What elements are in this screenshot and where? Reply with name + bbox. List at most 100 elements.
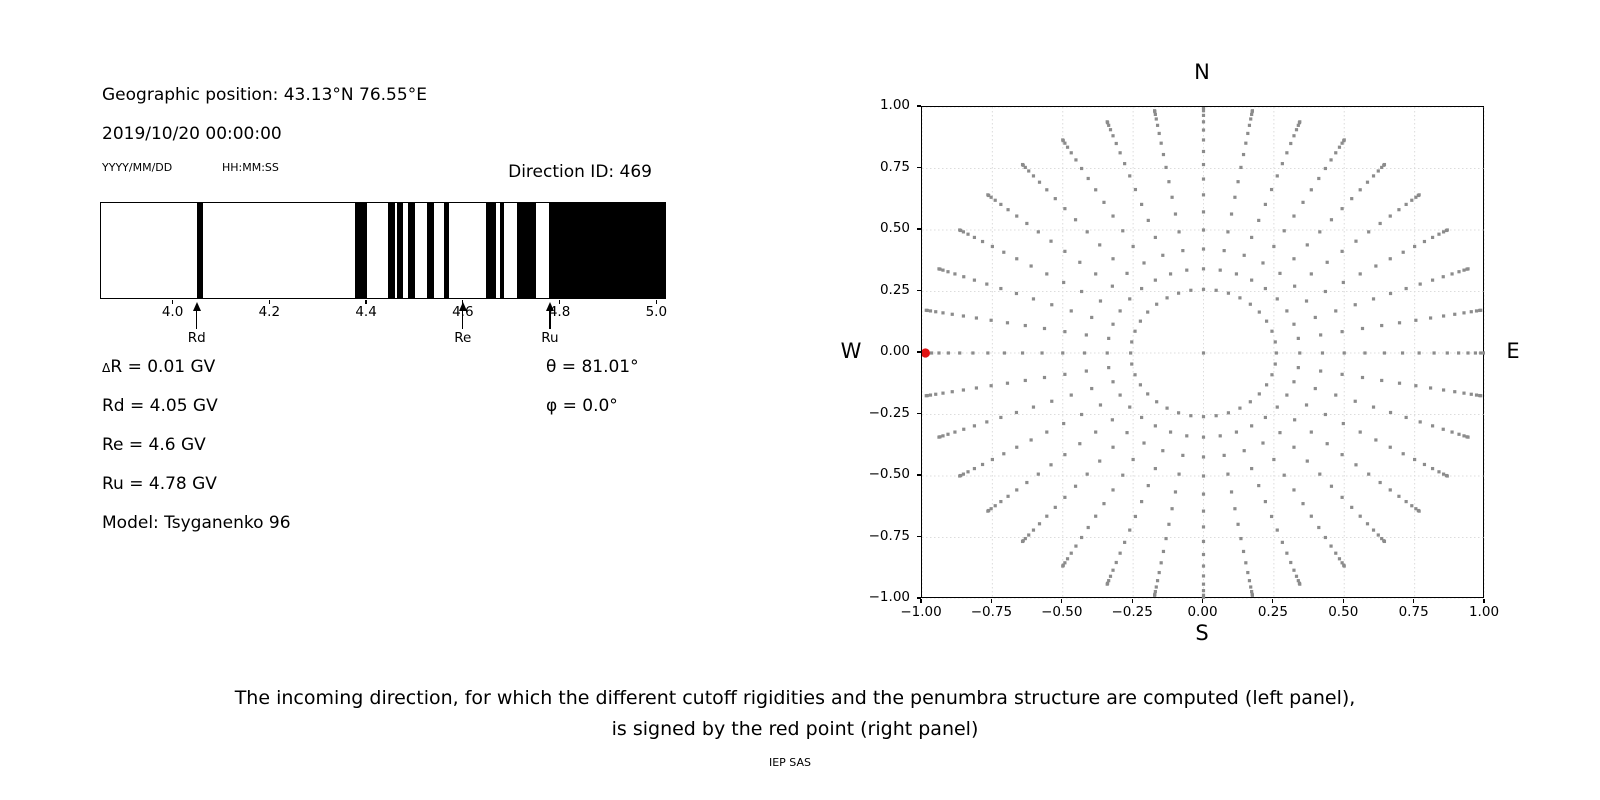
direction-point (1246, 131, 1250, 136)
direction-point (1176, 291, 1181, 295)
direction-point (1074, 544, 1078, 548)
direction-point (1319, 369, 1323, 373)
direction-point (1140, 286, 1144, 291)
direction-point (1250, 278, 1254, 282)
direction-point (1063, 495, 1067, 499)
direction-point (972, 235, 977, 240)
direction-point (1185, 268, 1189, 272)
direction-point (961, 472, 966, 476)
direction-point (1437, 470, 1441, 474)
direction-point (1273, 340, 1277, 344)
direction-point (1292, 322, 1296, 326)
credit-text: IEP SAS (768, 756, 812, 769)
direction-point (1278, 271, 1282, 275)
direction-point (1430, 466, 1435, 471)
direction-point (1063, 453, 1067, 457)
delta-symbol: Δ (102, 361, 111, 375)
direction-point (1248, 400, 1252, 404)
direction-point (1153, 112, 1157, 117)
direction-point (966, 470, 970, 474)
direction-point (1417, 193, 1421, 197)
direction-point (1201, 525, 1206, 529)
direction-point (1410, 504, 1414, 508)
direction-point (1031, 405, 1036, 409)
direction-point (1201, 597, 1206, 599)
direction-point (1250, 466, 1254, 471)
direction-point (1014, 410, 1019, 415)
direction-point (1201, 492, 1206, 496)
direction-point (1404, 415, 1408, 420)
direction-point (1294, 574, 1299, 578)
direction-point (1371, 297, 1376, 301)
direction-point (985, 420, 989, 424)
direction-point (1036, 230, 1040, 234)
direction-point (1061, 564, 1065, 568)
cutoff-arrow-label: Ru (541, 330, 559, 346)
direction-point (1201, 109, 1206, 113)
direction-point (1334, 393, 1338, 397)
direction-point (1317, 176, 1321, 181)
direction-point (1133, 329, 1137, 333)
direction-point (1367, 230, 1371, 234)
direction-point (1269, 514, 1274, 519)
direction-point (1272, 244, 1276, 249)
cutoff-arrow-head (192, 302, 201, 311)
direction-point (1094, 272, 1098, 276)
direction-point (1189, 414, 1193, 418)
direction-point (1242, 253, 1246, 257)
direction-point (1111, 380, 1115, 384)
direction-point (1462, 391, 1466, 395)
direction-point (1241, 152, 1246, 157)
direction-point (999, 415, 1003, 420)
direction-point (1133, 514, 1138, 519)
direction-point (1457, 270, 1461, 274)
direction-point (974, 316, 979, 320)
direction-point (1161, 152, 1166, 157)
direction-point (1380, 165, 1384, 170)
direction-xtick-label: −0.25 (1111, 604, 1153, 620)
direction-point (1358, 430, 1362, 434)
direction-point (1292, 488, 1296, 492)
re-value: Re = 4.6 GV (102, 435, 206, 455)
direction-point (1040, 351, 1044, 355)
direction-point (989, 507, 993, 511)
date-format-label: YYYY/MM/DD (102, 161, 173, 174)
direction-point (1453, 312, 1457, 316)
direction-point (1161, 549, 1166, 554)
direction-point (1249, 585, 1253, 589)
direction-point (1069, 309, 1073, 313)
direction-point (1457, 351, 1461, 355)
direction-point (1114, 141, 1118, 146)
direction-point (1123, 162, 1127, 166)
direction-point (1341, 421, 1345, 426)
direction-point (1173, 490, 1178, 494)
direction-point (1414, 507, 1418, 511)
direction-point (1441, 427, 1445, 431)
penumbra-band (354, 203, 367, 298)
direction-point (1128, 528, 1132, 532)
penumbra-band (500, 203, 505, 298)
direction-point (1031, 297, 1036, 301)
direction-point (929, 351, 934, 355)
direction-point (1006, 494, 1010, 498)
direction-xtick-mark (1413, 599, 1415, 603)
direction-xtick-mark (1272, 599, 1274, 603)
direction-point (1189, 288, 1193, 292)
direction-point (1473, 351, 1478, 355)
direction-point (1201, 128, 1206, 132)
direction-ytick-mark (916, 412, 921, 415)
direction-point (958, 351, 962, 355)
direction-point (1140, 499, 1144, 504)
direction-point (1108, 128, 1113, 132)
direction-point (1292, 445, 1296, 449)
direction-point (1318, 472, 1322, 476)
direction-point (1201, 509, 1206, 513)
direction-xtick-label: 0.25 (1257, 604, 1288, 620)
direction-point (1263, 415, 1267, 420)
direction-point (1201, 539, 1206, 544)
direction-point (1360, 326, 1365, 331)
direction-point (1285, 151, 1289, 155)
direction-point (1304, 403, 1309, 407)
direction-point (958, 474, 962, 478)
direction-point (1414, 195, 1418, 199)
